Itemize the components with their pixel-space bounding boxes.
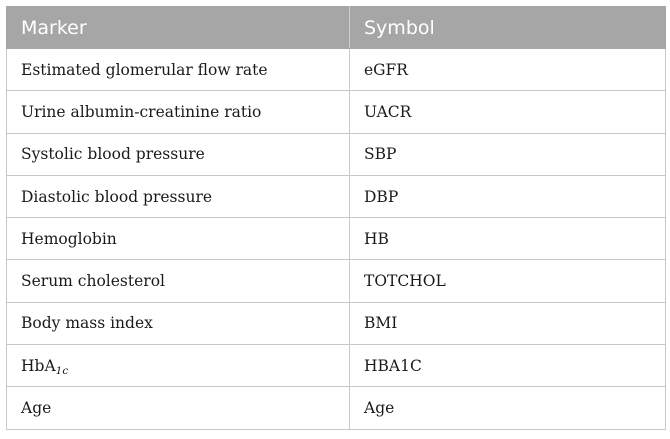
symbol-cell: HBA1C: [349, 344, 666, 388]
symbol-cell: BMI: [349, 301, 666, 346]
symbol-cell: UACR: [349, 90, 666, 134]
table-header-row: Marker Symbol: [6, 6, 666, 49]
table-row: Systolic blood pressure SBP: [6, 132, 666, 176]
symbol-cell: HB: [349, 217, 666, 261]
column-header-symbol: Symbol: [349, 6, 666, 49]
table-row: Urine albumin-creatinine ratio UACR: [6, 90, 666, 134]
table-row: HbA1c HBA1C: [6, 344, 666, 388]
table-row: Diastolic blood pressure DBP: [6, 174, 666, 219]
marker-cell: Age: [6, 386, 350, 430]
marker-cell: Diastolic blood pressure: [6, 174, 350, 219]
table-row: Serum cholesterol TOTCHOL: [6, 259, 666, 303]
marker-symbol-table: Marker Symbol Estimated glomerular flow …: [6, 6, 666, 430]
table-row: Hemoglobin HB: [6, 217, 666, 261]
marker-cell: HbA1c: [6, 344, 350, 388]
marker-cell: Hemoglobin: [6, 217, 350, 261]
symbol-cell: eGFR: [349, 47, 666, 92]
marker-cell: Serum cholesterol: [6, 259, 350, 303]
symbol-cell: SBP: [349, 132, 666, 176]
marker-cell: Systolic blood pressure: [6, 132, 350, 176]
table-row: Body mass index BMI: [6, 301, 666, 346]
table-row: Age Age: [6, 386, 666, 430]
symbol-cell: TOTCHOL: [349, 259, 666, 303]
marker-cell: Estimated glomerular flow rate: [6, 47, 350, 92]
marker-subscript: 1c: [55, 364, 69, 377]
marker-text: HbA: [21, 356, 56, 375]
table-row: Estimated glomerular flow rate eGFR: [6, 47, 666, 92]
marker-cell: Body mass index: [6, 301, 350, 346]
column-header-marker: Marker: [6, 6, 350, 49]
symbol-cell: Age: [349, 386, 666, 430]
symbol-cell: DBP: [349, 174, 666, 219]
marker-cell: Urine albumin-creatinine ratio: [6, 90, 350, 134]
